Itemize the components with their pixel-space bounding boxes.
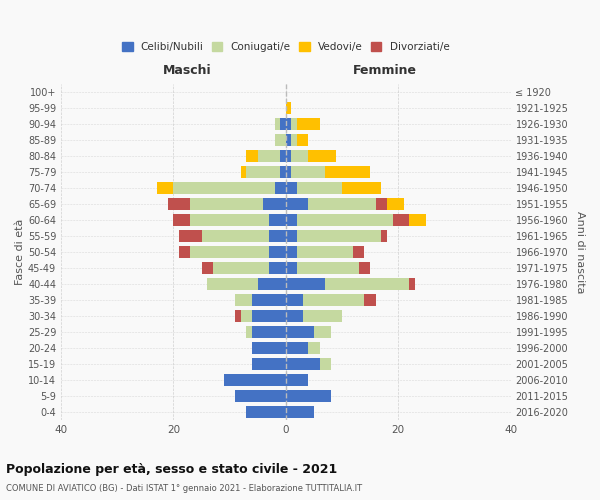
Bar: [297, 246, 353, 258]
Bar: [157, 182, 173, 194]
Bar: [252, 326, 286, 338]
Bar: [382, 230, 387, 242]
Bar: [286, 262, 297, 274]
Bar: [275, 182, 286, 194]
Bar: [297, 182, 342, 194]
Bar: [286, 166, 292, 178]
Bar: [258, 150, 280, 162]
Bar: [292, 134, 297, 146]
Bar: [235, 294, 252, 306]
Text: Maschi: Maschi: [163, 64, 211, 77]
Bar: [168, 198, 190, 210]
Text: Femmine: Femmine: [353, 64, 417, 77]
Bar: [280, 150, 286, 162]
Bar: [297, 134, 308, 146]
Bar: [202, 262, 213, 274]
Text: COMUNE DI AVIATICO (BG) - Dati ISTAT 1° gennaio 2021 - Elaborazione TUTTITALIA.I: COMUNE DI AVIATICO (BG) - Dati ISTAT 1° …: [6, 484, 362, 493]
Bar: [292, 166, 325, 178]
Bar: [286, 198, 308, 210]
Bar: [376, 198, 387, 210]
Bar: [179, 246, 190, 258]
Text: Popolazione per età, sesso e stato civile - 2021: Popolazione per età, sesso e stato civil…: [6, 462, 337, 475]
Bar: [409, 278, 415, 290]
Bar: [286, 134, 292, 146]
Bar: [202, 230, 269, 242]
Bar: [269, 214, 286, 226]
Bar: [269, 262, 286, 274]
Bar: [325, 166, 370, 178]
Bar: [292, 150, 308, 162]
Bar: [241, 310, 252, 322]
Bar: [286, 326, 314, 338]
Bar: [292, 118, 297, 130]
Bar: [235, 310, 241, 322]
Bar: [286, 294, 302, 306]
Bar: [190, 246, 269, 258]
Bar: [314, 326, 331, 338]
Bar: [179, 230, 202, 242]
Bar: [286, 102, 292, 114]
Bar: [263, 198, 286, 210]
Bar: [252, 358, 286, 370]
Bar: [286, 246, 297, 258]
Bar: [308, 150, 337, 162]
Bar: [364, 294, 376, 306]
Bar: [286, 390, 331, 402]
Bar: [353, 246, 364, 258]
Bar: [286, 278, 325, 290]
Bar: [286, 150, 292, 162]
Bar: [359, 262, 370, 274]
Bar: [387, 198, 404, 210]
Bar: [224, 374, 286, 386]
Bar: [190, 214, 269, 226]
Bar: [252, 310, 286, 322]
Bar: [275, 118, 280, 130]
Legend: Celibi/Nubili, Coniugati/e, Vedovi/e, Divorziati/e: Celibi/Nubili, Coniugati/e, Vedovi/e, Di…: [122, 42, 449, 52]
Bar: [286, 118, 292, 130]
Bar: [286, 182, 297, 194]
Bar: [190, 198, 263, 210]
Bar: [286, 342, 308, 354]
Y-axis label: Fasce di età: Fasce di età: [15, 218, 25, 285]
Bar: [325, 278, 409, 290]
Bar: [409, 214, 427, 226]
Bar: [342, 182, 382, 194]
Bar: [173, 182, 275, 194]
Bar: [297, 230, 382, 242]
Bar: [286, 406, 314, 418]
Bar: [247, 326, 252, 338]
Bar: [280, 118, 286, 130]
Bar: [269, 230, 286, 242]
Bar: [286, 230, 297, 242]
Bar: [247, 150, 258, 162]
Bar: [247, 166, 280, 178]
Bar: [297, 262, 359, 274]
Bar: [302, 294, 364, 306]
Bar: [275, 134, 286, 146]
Bar: [308, 198, 376, 210]
Bar: [213, 262, 269, 274]
Bar: [286, 310, 302, 322]
Y-axis label: Anni di nascita: Anni di nascita: [575, 210, 585, 293]
Bar: [280, 166, 286, 178]
Bar: [252, 294, 286, 306]
Bar: [235, 390, 286, 402]
Bar: [269, 246, 286, 258]
Bar: [392, 214, 409, 226]
Bar: [302, 310, 342, 322]
Bar: [286, 214, 297, 226]
Bar: [308, 342, 320, 354]
Bar: [173, 214, 190, 226]
Bar: [286, 374, 308, 386]
Bar: [252, 342, 286, 354]
Bar: [241, 166, 247, 178]
Bar: [247, 406, 286, 418]
Bar: [286, 358, 320, 370]
Bar: [320, 358, 331, 370]
Bar: [258, 278, 286, 290]
Bar: [207, 278, 258, 290]
Bar: [297, 118, 320, 130]
Bar: [297, 214, 392, 226]
